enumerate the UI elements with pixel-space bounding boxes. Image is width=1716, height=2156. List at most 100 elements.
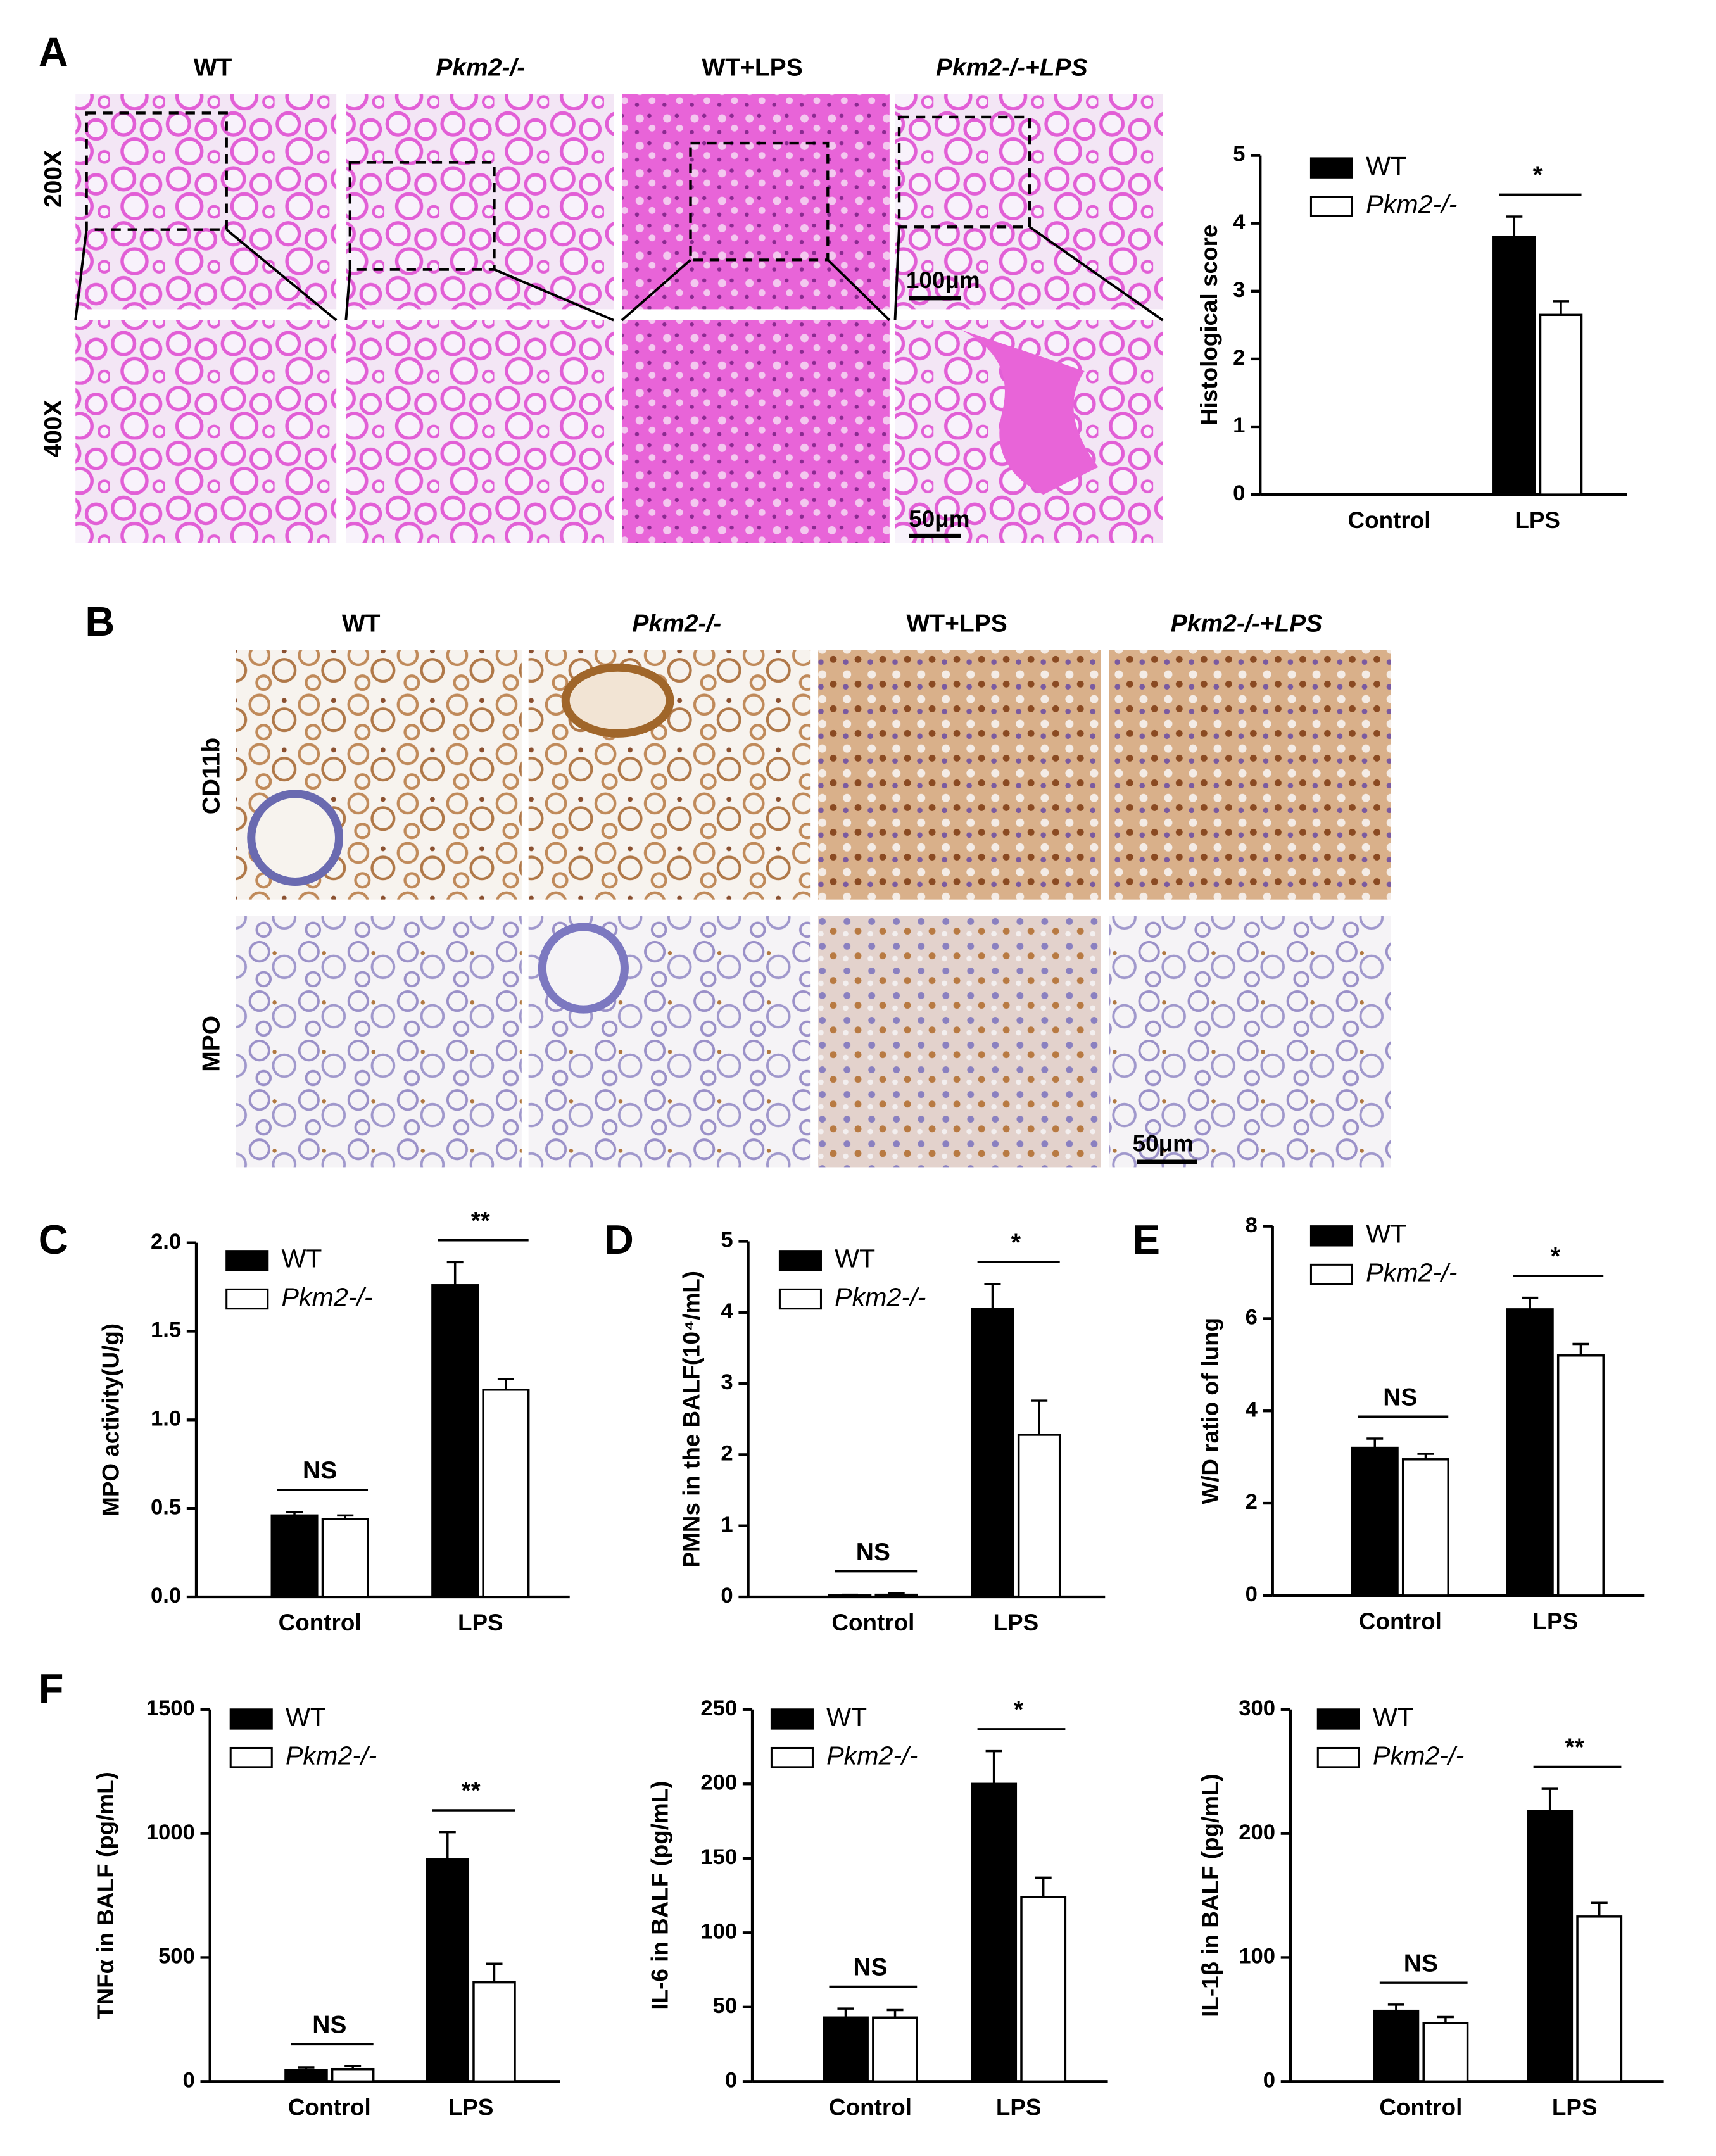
scale-bar-label: 50μm xyxy=(909,506,969,532)
x-tick-label: LPS xyxy=(1533,1608,1579,1634)
micrograph xyxy=(75,94,337,310)
column-header: Pkm2-/-+LPS xyxy=(1171,610,1323,637)
legend-label: Pkm2-/- xyxy=(826,1741,918,1770)
error-bar xyxy=(446,1261,464,1285)
micrograph xyxy=(236,916,522,1168)
micrograph xyxy=(818,916,1101,1168)
bar-chart: 0 50 100 150 200 250 IL-6 in BALF (pg/mL) Contr… xyxy=(647,1696,1108,2120)
error-bar xyxy=(984,1283,1001,1309)
y-tick-label: 1000 xyxy=(146,1820,195,1844)
panel-label: F xyxy=(39,1665,64,1712)
bar xyxy=(1373,2009,1420,2083)
y-tick-label: 4 xyxy=(1233,210,1246,234)
y-tick-label: 500 xyxy=(158,1945,195,1969)
legend-swatch xyxy=(1309,157,1353,179)
y-tick-label: 1500 xyxy=(146,1696,195,1720)
bar xyxy=(331,2067,375,2083)
y-tick-label: 6 xyxy=(1246,1306,1258,1330)
significance-label: ** xyxy=(461,1777,481,1805)
column-header: WT xyxy=(342,610,381,637)
tissue xyxy=(961,329,1099,495)
legend-swatch xyxy=(225,1250,269,1271)
error-bar xyxy=(497,1378,514,1390)
legend-label: Pkm2-/- xyxy=(835,1282,926,1311)
y-tick-label: 5 xyxy=(1233,142,1245,167)
y-tick-label: 0 xyxy=(183,2068,195,2092)
bar xyxy=(1539,313,1583,496)
bar-chart: 0 100 200 300 IL-1β in BALF (pg/mL) Control NS… xyxy=(1197,1696,1664,2120)
bar xyxy=(1506,1308,1554,1597)
zoom-lines xyxy=(74,225,1164,322)
y-tick-label: 0 xyxy=(1233,481,1245,505)
y-tick-label: 8 xyxy=(1246,1213,1258,1237)
significance-label: ** xyxy=(1565,1734,1585,1762)
scale-bar-label: 100μm xyxy=(906,267,980,293)
bar xyxy=(1576,1915,1623,2083)
charts: 0 1 2 3 4 5 Histological score Control LPS * WT Pkm… xyxy=(92,142,1664,2120)
y-tick-label: 0.0 xyxy=(151,1584,181,1608)
column-header: Pkm2-/- xyxy=(436,54,525,81)
y-axis-label: IL-1β in BALF (pg/mL) xyxy=(1197,1774,1223,2017)
micrograph xyxy=(622,320,890,543)
error-bar xyxy=(837,2007,854,2018)
error-bar xyxy=(985,1749,1002,1784)
y-tick-label: 3 xyxy=(1233,278,1245,302)
y-tick-label: 150 xyxy=(700,1845,737,1869)
panel-label: E xyxy=(1133,1216,1160,1263)
x-tick-label: Control xyxy=(1379,2094,1462,2120)
significance-label: ** xyxy=(471,1207,491,1235)
micrograph xyxy=(818,650,1101,900)
y-tick-label: 4 xyxy=(1246,1397,1258,1422)
legend-label: Pkm2-/- xyxy=(1373,1741,1464,1770)
significance-label: * xyxy=(1014,1696,1024,1724)
error-bar xyxy=(841,1593,858,1596)
legend-swatch xyxy=(1316,1708,1360,1730)
legend-label: WT xyxy=(1373,1703,1413,1732)
x-tick-label: LPS xyxy=(993,1610,1038,1636)
y-tick-label: 1 xyxy=(721,1513,733,1537)
micrograph xyxy=(346,320,614,543)
y-tick-label: 50 xyxy=(713,1994,738,2018)
bar xyxy=(1422,2022,1469,2083)
x-tick-label: Control xyxy=(1359,1608,1442,1634)
x-tick-label: LPS xyxy=(458,1610,503,1636)
legend-label: Pkm2-/- xyxy=(281,1282,372,1311)
zoom-boxes xyxy=(85,111,1031,271)
x-tick-label: LPS xyxy=(1515,507,1560,533)
bar xyxy=(426,1858,470,2083)
legend-swatch xyxy=(225,1288,269,1310)
x-tick-label: LPS xyxy=(448,2094,494,2120)
panel-label: C xyxy=(39,1216,68,1263)
column-header: WT+LPS xyxy=(702,54,802,81)
error-bar xyxy=(1035,1876,1052,1897)
legend-label: WT xyxy=(1366,1220,1406,1249)
row-label: 400X xyxy=(40,400,67,457)
legend-swatch xyxy=(1309,1263,1353,1285)
error-bar xyxy=(1437,2015,1454,2024)
error-bar xyxy=(337,1514,354,1519)
row-label: 200X xyxy=(40,150,67,208)
legend-swatch xyxy=(229,1746,273,1768)
legend-label: Pkm2-/- xyxy=(286,1741,377,1770)
y-axis-label: PMNs in the BALF(10⁴/mL) xyxy=(679,1271,705,1568)
legend-label: Pkm2-/- xyxy=(1366,190,1457,219)
y-tick-label: 250 xyxy=(700,1696,737,1720)
legend-swatch xyxy=(778,1288,822,1310)
bar xyxy=(284,2069,328,2083)
error-bar xyxy=(486,1962,503,1983)
bar xyxy=(1556,1354,1605,1597)
x-tick-label: Control xyxy=(288,2094,371,2120)
bar-chart: 0 2 4 6 8 W/D ratio of lung Control NS LPS * WT Pkm… xyxy=(1197,1213,1645,1634)
error-bar xyxy=(298,2066,315,2071)
y-tick-label: 1 xyxy=(1233,413,1245,438)
y-tick-label: 3 xyxy=(721,1370,733,1394)
legend-swatch xyxy=(229,1708,273,1730)
vessel xyxy=(247,790,343,886)
error-bar xyxy=(888,1592,905,1595)
significance-label: NS xyxy=(853,1954,887,1981)
y-tick-label: 0.5 xyxy=(151,1495,181,1519)
y-tick-label: 2.0 xyxy=(151,1230,181,1254)
legend-label: WT xyxy=(281,1244,322,1273)
significance-label: * xyxy=(1533,161,1543,189)
